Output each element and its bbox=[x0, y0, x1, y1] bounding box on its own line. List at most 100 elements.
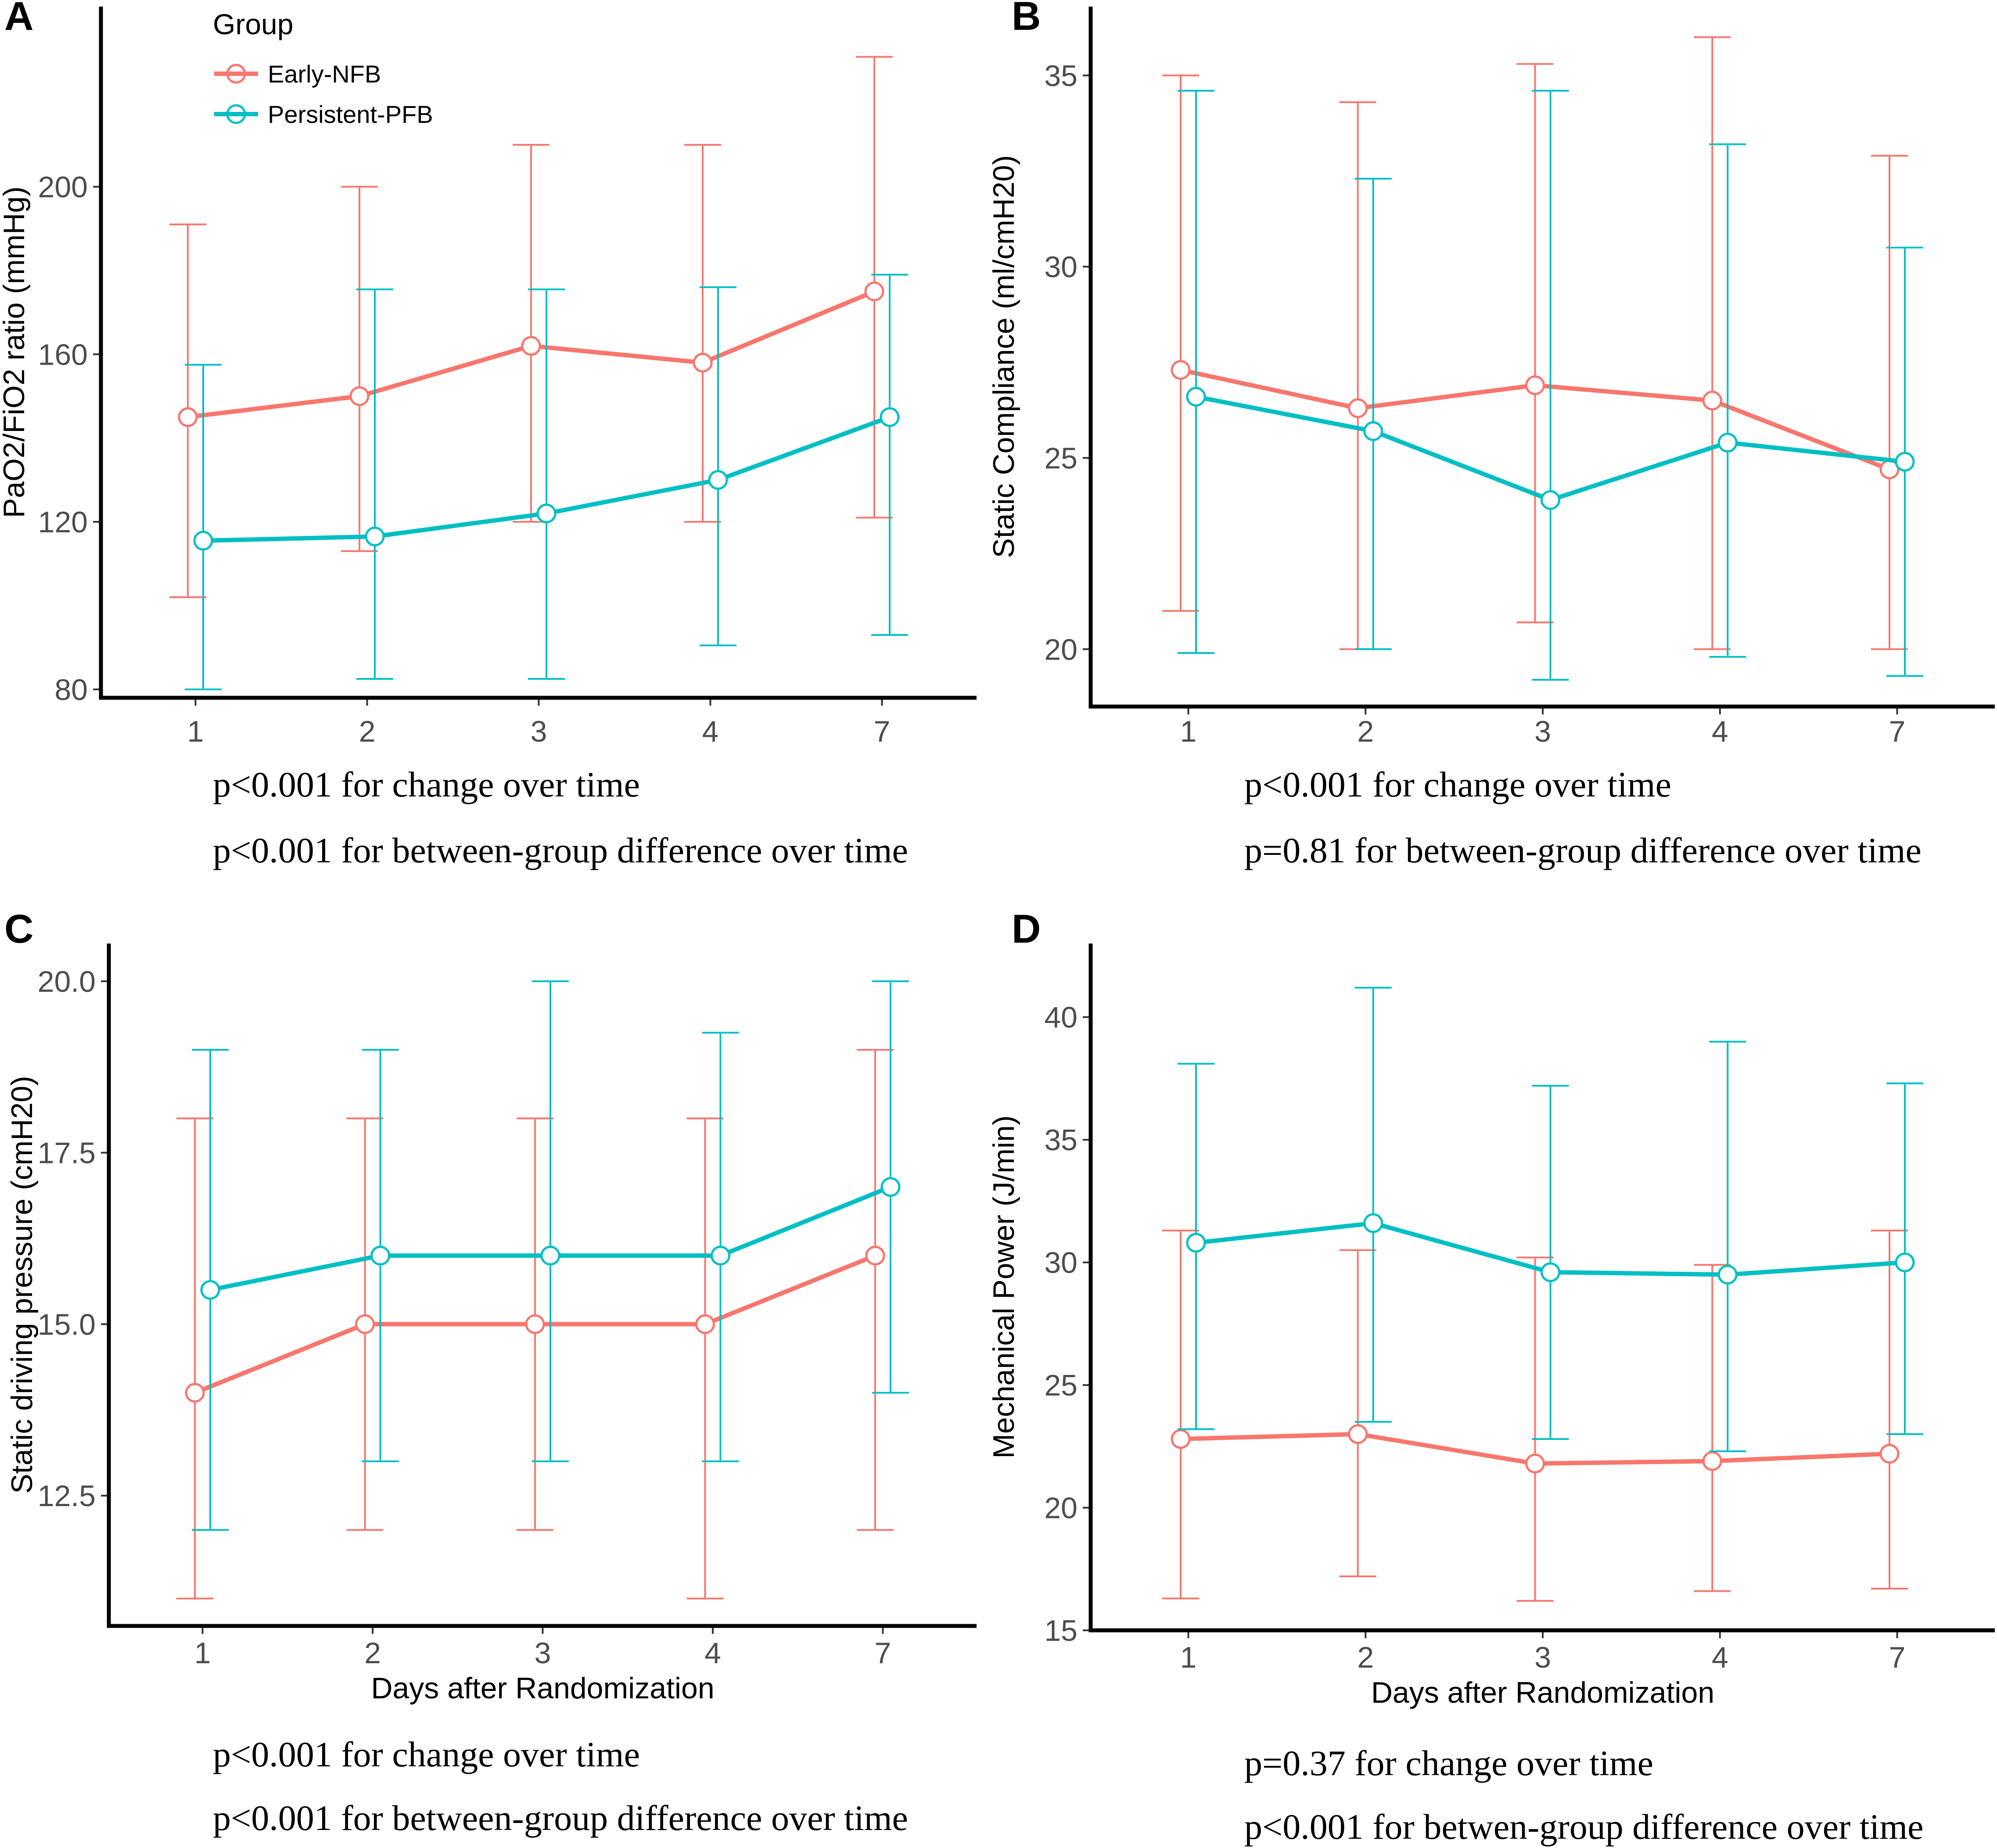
series-persistent-pfb bbox=[1177, 90, 1924, 681]
data-point bbox=[1363, 421, 1383, 441]
data-point bbox=[1702, 1451, 1722, 1471]
error-bar bbox=[1516, 63, 1554, 624]
data-point bbox=[540, 1245, 560, 1266]
data-point bbox=[1363, 1213, 1383, 1233]
x-tick-label: 1 bbox=[194, 1636, 211, 1670]
data-point bbox=[1171, 1429, 1191, 1449]
p-value-annotation: p<0.001 for change over time bbox=[213, 764, 640, 804]
data-point bbox=[349, 386, 370, 406]
series-persistent-pfb bbox=[184, 273, 909, 690]
data-point bbox=[365, 527, 385, 546]
data-point bbox=[1717, 433, 1738, 453]
axis-lines bbox=[1088, 944, 1995, 1633]
y-tick-label: 30 bbox=[1044, 1246, 1078, 1280]
panel-letter: D bbox=[1012, 907, 1041, 951]
error-bar bbox=[1354, 987, 1392, 1423]
panel-letter: B bbox=[1012, 0, 1041, 39]
p-value-annotation: p<0.001 for betwen-group difference over… bbox=[1244, 1807, 1924, 1847]
p-value-annotation: p<0.001 for between-group difference ove… bbox=[213, 1798, 908, 1838]
y-tick-label: 40 bbox=[1044, 1001, 1078, 1034]
p-value-annotation: p<0.001 for change over time bbox=[213, 1734, 640, 1774]
x-axis-title: Days after Randomization bbox=[1371, 1676, 1714, 1709]
x-axis-title: Days after Randomization bbox=[371, 1672, 714, 1705]
x-tick-label: 2 bbox=[364, 1636, 381, 1670]
data-point bbox=[880, 1177, 901, 1197]
error-bar bbox=[1709, 143, 1746, 658]
error-bar bbox=[356, 288, 393, 680]
y-axis-title: PaO2/FiO2 ratio (mmHg) bbox=[0, 187, 31, 518]
x-tick-label: 1 bbox=[1180, 715, 1197, 748]
y-tick-label: 17.5 bbox=[38, 1137, 96, 1170]
x-tick-label: 2 bbox=[1357, 715, 1374, 748]
error-bar bbox=[1339, 1249, 1376, 1578]
error-bar bbox=[684, 144, 722, 523]
data-point bbox=[1525, 1453, 1545, 1474]
data-point bbox=[1541, 1262, 1560, 1282]
panel-letter: C bbox=[4, 907, 33, 951]
y-tick-label: 15.0 bbox=[38, 1308, 96, 1341]
error-bar bbox=[1871, 154, 1908, 650]
y-tick-label: 25 bbox=[1044, 1369, 1078, 1402]
data-point bbox=[708, 470, 728, 490]
data-point bbox=[710, 1245, 730, 1266]
data-point bbox=[193, 531, 213, 551]
y-tick-label: 20 bbox=[1044, 633, 1078, 666]
data-point bbox=[1717, 1265, 1738, 1285]
error-bar bbox=[528, 288, 565, 680]
x-tick-label: 4 bbox=[704, 1636, 721, 1670]
x-tick-label: 2 bbox=[1357, 1641, 1374, 1674]
series-early-nfb bbox=[1162, 36, 1908, 650]
legend-key-marker bbox=[226, 104, 246, 124]
legend-item-persistent-pfb: Persistent-PFB bbox=[214, 100, 433, 128]
legend-title: Group bbox=[213, 8, 293, 40]
data-point bbox=[1879, 1444, 1900, 1464]
legend-label: Persistent-PFB bbox=[268, 100, 433, 128]
x-tick-label: 2 bbox=[359, 715, 376, 748]
p-value-annotation: p=0.37 for change over time bbox=[1244, 1743, 1653, 1783]
y-tick-label: 15 bbox=[1044, 1614, 1078, 1647]
error-bar bbox=[700, 286, 737, 646]
error-bar bbox=[1162, 1229, 1199, 1600]
panel-d: D p=0.37 for change over time p<0.001 fo… bbox=[987, 907, 1995, 1847]
y-tick-label: 25 bbox=[1044, 441, 1078, 475]
y-tick-label: 35 bbox=[1044, 59, 1078, 93]
error-bar bbox=[184, 364, 222, 690]
error-bar bbox=[1694, 1264, 1731, 1592]
p-value-annotation: p=0.81 for between-group difference over… bbox=[1244, 830, 1922, 870]
x-tick-label: 4 bbox=[1712, 715, 1728, 748]
x-tick-label: 7 bbox=[874, 715, 891, 748]
data-point bbox=[1895, 1252, 1915, 1273]
data-point bbox=[695, 1314, 715, 1334]
series-persistent-pfb bbox=[192, 980, 909, 1531]
error-bar bbox=[1516, 1256, 1554, 1602]
x-tick-label: 1 bbox=[1180, 1641, 1197, 1674]
x-tick-label: 3 bbox=[1534, 1641, 1551, 1674]
y-axis-title: Mechanical Power (J/min) bbox=[987, 1115, 1020, 1458]
data-point bbox=[1348, 398, 1368, 418]
data-point bbox=[1702, 391, 1722, 411]
panel-a: A p<0.001 for change over time p<0.001 f… bbox=[0, 0, 977, 870]
x-tick-label: 4 bbox=[702, 715, 719, 748]
series-persistent-pfb bbox=[1177, 987, 1924, 1452]
y-tick-label: 12.5 bbox=[38, 1479, 96, 1513]
panel-letter: A bbox=[4, 0, 33, 39]
error-bar bbox=[532, 980, 569, 1462]
data-point bbox=[865, 1245, 885, 1266]
data-point bbox=[525, 1314, 545, 1334]
error-bar bbox=[1694, 36, 1731, 650]
panel-b: B p<0.001 for change over time p=0.81 fo… bbox=[987, 0, 1995, 870]
p-value-annotation: p<0.001 for between-group difference ove… bbox=[213, 830, 908, 870]
data-point bbox=[521, 336, 541, 356]
y-tick-label: 20 bbox=[1044, 1492, 1078, 1525]
error-bar bbox=[686, 1117, 724, 1600]
data-point bbox=[1348, 1424, 1368, 1444]
data-point bbox=[1186, 1233, 1206, 1253]
data-point bbox=[536, 503, 557, 524]
data-point bbox=[1186, 387, 1206, 407]
data-point bbox=[370, 1245, 391, 1266]
y-tick-label: 80 bbox=[54, 673, 88, 707]
data-point bbox=[1171, 360, 1191, 380]
legend-label: Early-NFB bbox=[268, 60, 381, 88]
axis-lines bbox=[1088, 7, 1995, 709]
